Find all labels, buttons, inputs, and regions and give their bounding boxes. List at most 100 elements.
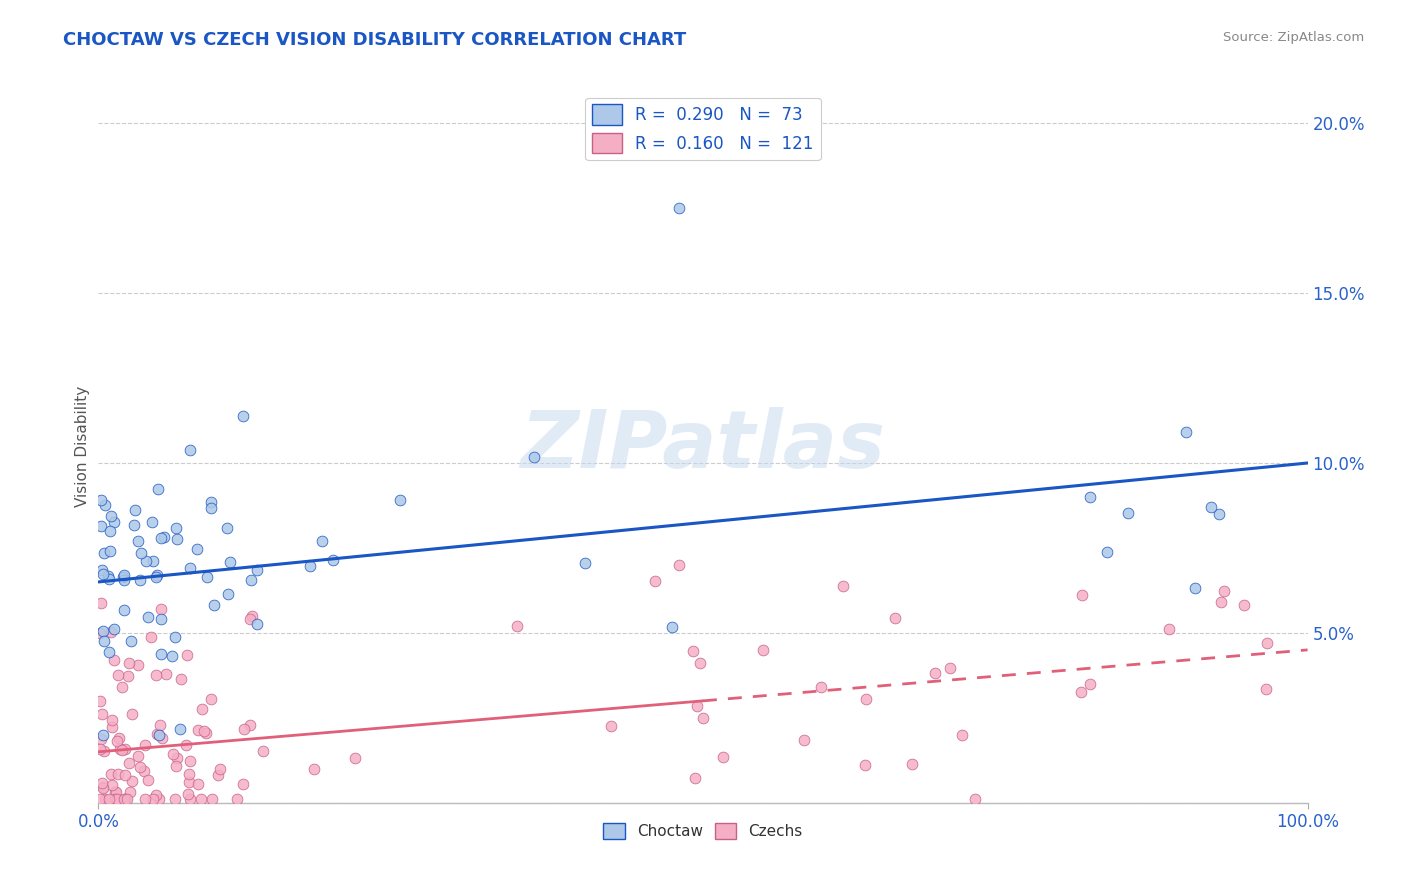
Point <box>884 611 907 625</box>
Point <box>711 749 734 764</box>
Point <box>179 443 201 458</box>
Point <box>105 792 128 806</box>
Point <box>112 568 135 582</box>
Point <box>91 780 114 795</box>
Point <box>112 573 135 587</box>
Point <box>215 520 238 534</box>
Point <box>89 741 111 756</box>
Point <box>118 756 141 770</box>
Point <box>91 775 114 789</box>
Point <box>661 619 683 633</box>
Point <box>200 495 222 509</box>
Point <box>574 556 596 570</box>
Point <box>118 785 141 799</box>
Point <box>165 759 187 773</box>
Point <box>162 747 184 762</box>
Point <box>114 742 136 756</box>
Point <box>952 728 974 742</box>
Point <box>90 518 112 533</box>
Point <box>135 554 157 568</box>
Point <box>201 792 224 806</box>
Point <box>98 792 121 806</box>
Point <box>111 681 134 695</box>
Point <box>114 792 136 806</box>
Point <box>90 732 112 747</box>
Point <box>136 773 159 788</box>
Point <box>179 561 201 575</box>
Point <box>149 602 172 616</box>
Point <box>186 541 208 556</box>
Point <box>246 617 269 632</box>
Point <box>165 630 187 644</box>
Point <box>141 630 163 644</box>
Point <box>97 569 120 583</box>
Point <box>176 787 198 801</box>
Point <box>1212 584 1234 599</box>
Point <box>166 532 188 546</box>
Point <box>1233 598 1256 612</box>
Point <box>150 531 173 545</box>
Point <box>683 771 706 785</box>
Point <box>252 743 274 757</box>
Point <box>901 756 924 771</box>
Point <box>169 723 191 737</box>
Point <box>127 533 149 548</box>
Point <box>1095 545 1118 559</box>
Point <box>91 780 114 795</box>
Point <box>104 792 127 806</box>
Point <box>93 634 115 648</box>
Point <box>924 665 946 680</box>
Point <box>91 563 114 577</box>
Point <box>105 733 128 747</box>
Point <box>793 732 815 747</box>
Point <box>91 728 114 742</box>
Point <box>1209 595 1232 609</box>
Point <box>242 609 264 624</box>
Point <box>153 529 176 543</box>
Point <box>170 672 193 686</box>
Point <box>179 754 201 768</box>
Point <box>93 743 115 757</box>
Point <box>190 702 212 716</box>
Point <box>105 785 128 799</box>
Point <box>134 792 156 806</box>
Point <box>145 667 167 681</box>
Text: ZIPatlas: ZIPatlas <box>520 407 886 485</box>
Point <box>1199 500 1222 515</box>
Point <box>219 555 242 569</box>
Point <box>692 711 714 725</box>
Point <box>136 610 159 624</box>
Point <box>100 508 122 523</box>
Point <box>148 792 170 806</box>
Point <box>668 201 690 215</box>
Point <box>111 570 134 584</box>
Point <box>163 792 186 806</box>
Point <box>322 553 344 567</box>
Point <box>103 516 125 530</box>
Point <box>121 774 143 789</box>
Point <box>311 533 333 548</box>
Point <box>239 612 262 626</box>
Point <box>142 792 165 806</box>
Point <box>145 567 167 582</box>
Point <box>855 691 877 706</box>
Point <box>107 731 129 745</box>
Point <box>145 788 167 802</box>
Point <box>155 666 177 681</box>
Point <box>134 764 156 779</box>
Point <box>148 728 170 742</box>
Point <box>94 792 117 806</box>
Point <box>97 572 120 586</box>
Point <box>145 727 167 741</box>
Point <box>112 602 135 616</box>
Point <box>149 611 172 625</box>
Point <box>832 579 855 593</box>
Point <box>195 570 218 584</box>
Point <box>107 767 129 781</box>
Point <box>200 501 222 516</box>
Point <box>343 751 366 765</box>
Point <box>853 758 876 772</box>
Point <box>149 717 172 731</box>
Legend: Choctaw, Czechs: Choctaw, Czechs <box>598 817 808 845</box>
Point <box>97 645 120 659</box>
